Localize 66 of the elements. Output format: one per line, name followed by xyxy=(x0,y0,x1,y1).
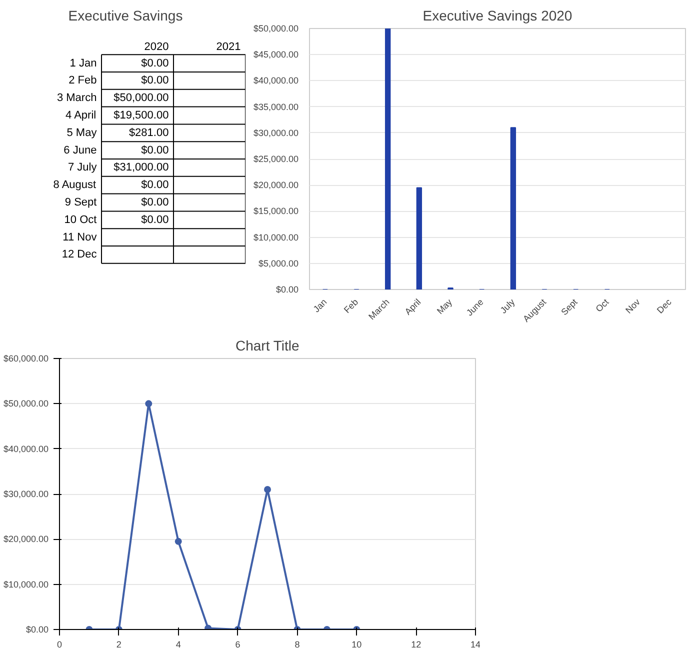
x-tick-label: 14 xyxy=(470,640,481,650)
chart-title: Chart Title xyxy=(235,338,300,354)
x-tick-label: July xyxy=(498,296,518,316)
bar xyxy=(510,127,516,290)
category-label: 4 April xyxy=(66,110,96,122)
x-tick-label: 4 xyxy=(176,640,181,650)
y-tick-label: $50,000.00 xyxy=(3,398,49,409)
category-label: 2 Feb xyxy=(68,74,97,87)
x-tick-label: 0 xyxy=(56,640,62,650)
x-tick-label: 12 xyxy=(411,640,422,650)
text: $0.00 xyxy=(141,57,169,70)
y-tick-label: $50,000.00 xyxy=(253,24,299,34)
x-tick-label: 8 xyxy=(294,640,300,650)
category-label: 9 Sept xyxy=(64,196,97,208)
chart-title: Executive Savings 2020 xyxy=(422,8,572,24)
category-label: 1 Jan xyxy=(70,57,97,70)
bar xyxy=(416,187,422,290)
category-label: 11 Nov xyxy=(62,231,98,244)
text: $0.00 xyxy=(141,74,169,87)
text: $31,000.00 xyxy=(114,162,169,174)
bar xyxy=(384,28,391,290)
y-tick-label: $30,000.00 xyxy=(253,128,299,138)
x-tick-label: Nov xyxy=(624,296,642,316)
y-tick-label: $40,000.00 xyxy=(253,76,299,86)
text: $50,000.00 xyxy=(114,92,169,104)
text: $19,500.00 xyxy=(114,110,169,122)
text: 2020 xyxy=(144,40,169,53)
y-tick-label: $15,000.00 xyxy=(253,206,299,216)
y-tick-label: $35,000.00 xyxy=(253,102,299,112)
text: 2021 xyxy=(216,40,241,53)
y-tick-label: $5,000.00 xyxy=(258,258,299,268)
x-tick-label: Jan xyxy=(311,296,329,314)
x-tick-label: 2 xyxy=(116,640,122,650)
category-label: 7 July xyxy=(68,162,98,174)
x-tick-label: Dec xyxy=(654,296,674,316)
y-tick-label: $25,000.00 xyxy=(253,154,299,164)
category-label: 3 March xyxy=(56,92,97,104)
y-tick-label: $20,000.00 xyxy=(3,534,49,544)
y-tick-label: $40,000.00 xyxy=(3,444,49,454)
x-tick-label: 10 xyxy=(352,640,362,650)
y-tick-label: $0.00 xyxy=(276,284,299,294)
point xyxy=(145,400,152,408)
category-label: 10 Oct xyxy=(64,214,97,226)
category-label: 6 June xyxy=(64,144,97,156)
text: $281.00 xyxy=(128,126,169,139)
y-tick-label: $60,000.00 xyxy=(3,354,49,364)
y-tick-label: $0.00 xyxy=(26,624,49,634)
text: Executive Savings xyxy=(68,8,183,24)
text: $0.00 xyxy=(141,214,169,226)
category-label: 5 May xyxy=(66,126,98,139)
text: $0.00 xyxy=(141,179,169,192)
y-tick-label: $10,000.00 xyxy=(253,232,299,242)
category-label: 8 August xyxy=(53,179,96,192)
point xyxy=(264,486,271,493)
x-tick-label: Feb xyxy=(342,296,360,315)
category-label: 12 Dec xyxy=(62,248,98,261)
x-tick-label: May xyxy=(434,296,454,316)
point xyxy=(174,538,182,545)
text: $0.00 xyxy=(141,196,169,208)
y-tick-label: $20,000.00 xyxy=(253,180,299,190)
y-tick-label: $30,000.00 xyxy=(3,489,49,499)
x-tick-label: 6 xyxy=(235,640,240,650)
x-tick-label: Oct xyxy=(594,296,612,314)
y-tick-label: $10,000.00 xyxy=(3,579,49,590)
text: $0.00 xyxy=(141,144,169,156)
y-tick-label: $45,000.00 xyxy=(253,50,299,60)
